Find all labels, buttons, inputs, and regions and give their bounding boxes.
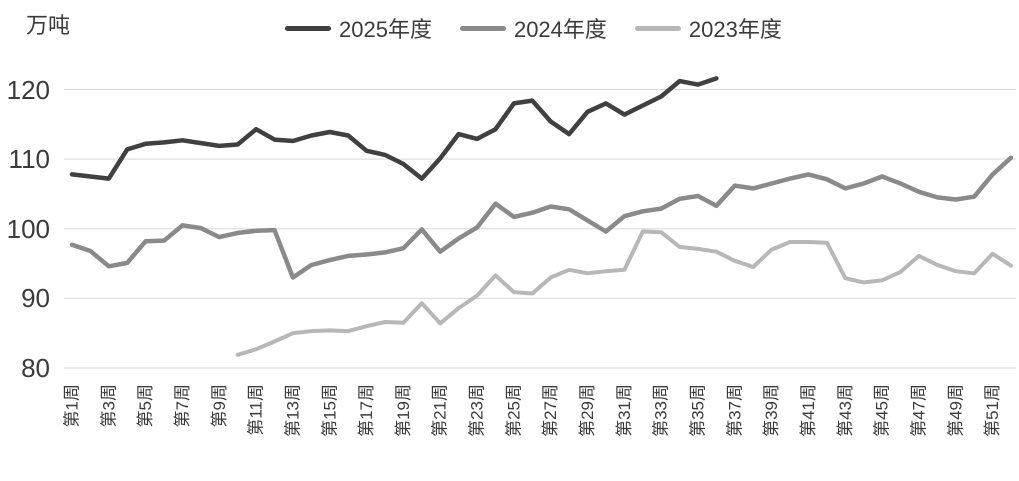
legend-label-2024: 2024年度 <box>513 17 607 42</box>
y-tick-label-110: 110 <box>8 144 50 175</box>
x-tick-label-41: 第41周 <box>799 384 818 437</box>
legend-label-2023: 2023年度 <box>688 17 782 42</box>
x-tick-label-47: 第47周 <box>909 384 928 437</box>
x-tick-label-39: 第39周 <box>762 384 781 437</box>
x-tick-label-25: 第25周 <box>504 384 523 437</box>
legend-item-2025: 2025年度 <box>285 12 432 44</box>
x-tick-label-19: 第19周 <box>394 384 413 437</box>
y-tick-label-120: 120 <box>6 74 50 105</box>
x-tick-label-45: 第45周 <box>873 384 892 437</box>
x-tick-label-5: 第5周 <box>136 384 155 427</box>
legend-label-2025: 2025年度 <box>339 17 432 42</box>
legend-line-swatch-2024 <box>459 25 506 31</box>
series-line-2024年度 <box>69 155 1014 280</box>
x-tick-label-49: 第49周 <box>946 384 965 437</box>
x-tick-label-37: 第37周 <box>725 384 744 437</box>
x-tick-label-31: 第31周 <box>615 384 634 437</box>
x-tick-label-21: 第21周 <box>431 384 450 437</box>
y-tick-label-90: 90 <box>21 283 50 314</box>
legend-item-2024: 2024年度 <box>459 12 607 44</box>
x-tick-label-13: 第13周 <box>283 384 302 437</box>
x-tick-label-17: 第17周 <box>357 384 376 437</box>
x-tick-label-15: 第15周 <box>320 384 339 437</box>
y-tick-label-100: 100 <box>6 213 50 244</box>
x-tick-label-9: 第9周 <box>210 384 229 427</box>
legend-item-2023: 2023年度 <box>634 12 782 44</box>
chart-legend: 2025年度 2024年度 2023年度 <box>285 12 782 44</box>
x-tick-label-29: 第29周 <box>578 384 597 437</box>
x-tick-label-43: 第43周 <box>836 384 855 437</box>
series-line-2023年度 <box>235 229 1013 357</box>
y-axis-unit-label: 万吨 <box>26 13 71 38</box>
x-tick-label-1: 第1周 <box>63 384 82 427</box>
legend-line-swatch-2025 <box>285 25 331 31</box>
legend-line-swatch-2023 <box>634 25 681 31</box>
x-tick-label-7: 第7周 <box>173 384 192 427</box>
x-tick-label-23: 第23周 <box>468 384 487 437</box>
series-line-2025年度 <box>69 76 719 181</box>
x-tick-label-33: 第33周 <box>652 384 671 437</box>
x-tick-label-3: 第3周 <box>99 384 118 427</box>
y-tick-label-80: 80 <box>21 353 50 383</box>
x-tick-label-11: 第11周 <box>247 384 266 436</box>
x-tick-label-51: 第51周 <box>983 384 1002 437</box>
x-tick-label-27: 第27周 <box>541 384 560 437</box>
x-tick-label-35: 第35周 <box>689 384 708 437</box>
